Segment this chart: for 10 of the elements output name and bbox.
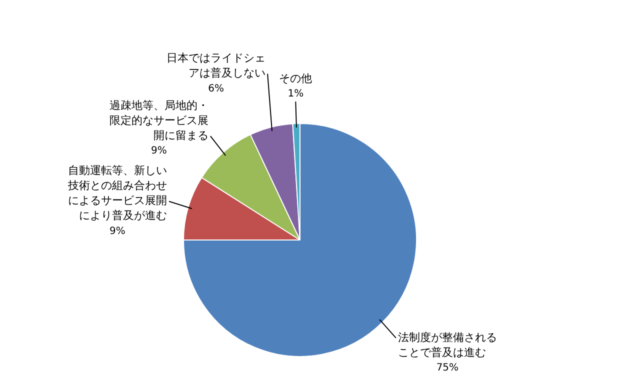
data-label: 9% [110,226,126,237]
slice-label: その他 [279,72,312,85]
data-label: 75% [436,362,459,374]
slice-label: 過疎地等、局地的・限定的なサービス展開に留まる [109,98,208,142]
data-label: 6% [208,83,224,94]
slice-label: 日本ではライドシェアは普及しない [166,52,266,80]
data-label: 1% [288,88,304,100]
slice-label: 自動運転等、新しい技術との組み合わせによるサービス展開により普及が進む [67,164,167,222]
data-label: 9% [150,146,167,157]
slice-label: 法制度が整備されることで普及は進む [398,330,497,359]
